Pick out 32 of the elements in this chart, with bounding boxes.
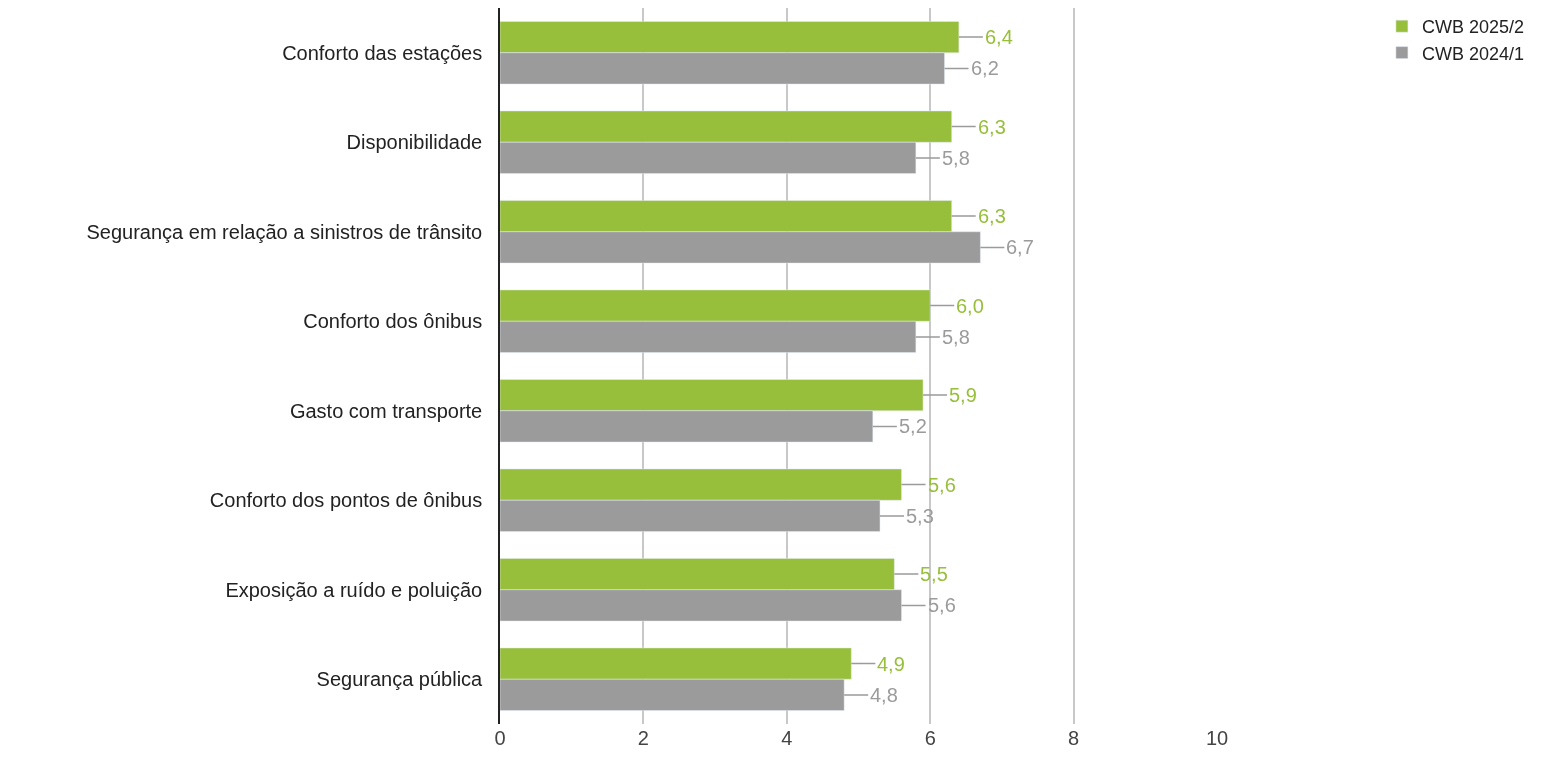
data-label: 5,8 — [942, 147, 970, 169]
data-label: 5,6 — [928, 474, 956, 496]
data-label: 6,7 — [1006, 236, 1034, 258]
x-tick-label: 2 — [637, 727, 649, 749]
y-tick-label: Segurança pública — [316, 668, 484, 691]
data-label: 6,3 — [978, 116, 1006, 138]
data-label: 5,9 — [949, 384, 977, 406]
data-label: 6,3 — [978, 205, 1006, 227]
data-label: 5,3 — [906, 505, 934, 527]
y-tick-label: Conforto das estações — [282, 41, 483, 64]
y-tick-label: Conforto dos pontos de ônibus — [209, 489, 483, 512]
data-label: 5,8 — [942, 326, 970, 348]
y-tick-label: Conforto dos ônibus — [303, 310, 483, 333]
data-label: 6,2 — [971, 57, 999, 79]
x-tick-label: 0 — [494, 727, 506, 749]
data-label: 4,8 — [870, 684, 898, 706]
y-tick-label: Gasto com transporte — [289, 399, 483, 422]
x-tick-label: 4 — [781, 727, 793, 749]
data-label: 5,6 — [928, 594, 956, 616]
x-tick-label: 10 — [1205, 727, 1229, 749]
y-tick-label: Segurança em relação a sinistros de trânsito — [86, 220, 483, 243]
legend-label: CWB 2025/2 — [1421, 17, 1524, 38]
legend-label: CWB 2024/1 — [1421, 43, 1524, 64]
data-label: 4,9 — [877, 653, 905, 675]
y-tick-label: Disponibilidade — [346, 131, 483, 154]
data-label: 5,5 — [920, 563, 948, 585]
data-label: 6,0 — [956, 295, 984, 317]
data-label: 6,4 — [985, 26, 1013, 48]
data-label: 5,2 — [899, 415, 927, 437]
y-tick-label: Exposição a ruído e poluição — [225, 578, 483, 601]
x-tick-label: 6 — [924, 727, 936, 749]
x-tick-label: 8 — [1068, 727, 1080, 749]
